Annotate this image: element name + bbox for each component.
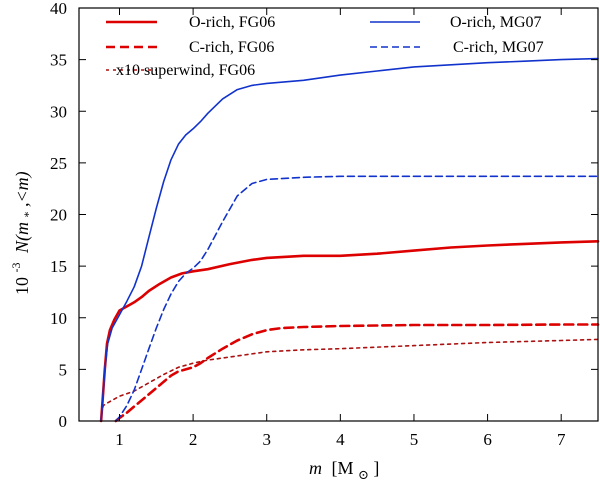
x-tick-label: 3 xyxy=(262,430,271,449)
legend-label-o-rich-mg07: O-rich, MG07 xyxy=(450,14,542,31)
axis-ticks xyxy=(79,7,598,422)
x-tick-label: 5 xyxy=(410,430,419,449)
y-tick-labels: 0 5 10 15 20 25 30 35 40 xyxy=(50,0,67,431)
x-tick-labels: 1 2 3 4 5 6 7 xyxy=(115,430,566,449)
x-tick-label: 1 xyxy=(115,430,124,449)
y-tick-label: 10 xyxy=(50,309,67,328)
legend-label-o-rich-fg06: O-rich, FG06 xyxy=(189,14,275,31)
legend-entry-c-rich-fg06: C-rich, FG06 xyxy=(106,39,274,56)
series-line-x10-superwind-fg06 xyxy=(100,338,599,422)
y-tick-label: 15 xyxy=(50,257,67,276)
legend-entry-o-rich-fg06: O-rich, FG06 xyxy=(106,14,275,31)
series-line-c-rich-fg06 xyxy=(114,323,600,423)
x-tick-label: 2 xyxy=(189,430,198,449)
y-axis-prefix: 10 xyxy=(12,277,32,295)
y-tick-label: 5 xyxy=(59,360,68,379)
y-tick-label: 25 xyxy=(50,154,67,173)
x-axis-label: m [M ⊙ ] xyxy=(309,458,379,483)
legend-label-superwind-fg06: x10 superwind, FG06 xyxy=(116,62,255,79)
y-axis-expr: N(m xyxy=(12,222,33,254)
legend: O-rich, FG06 C-rich, FG06 x10 superwind,… xyxy=(106,14,544,79)
x-tick-label: 6 xyxy=(483,430,492,449)
y-axis-label: 10 -3 N(m * ,<m) xyxy=(4,171,36,295)
x-axis-unit-open: [M xyxy=(332,458,354,478)
x-tick-label: 4 xyxy=(336,430,345,449)
y-tick-label: 40 xyxy=(50,0,67,18)
series-curves xyxy=(99,57,600,423)
series-line-o-rich-mg07 xyxy=(100,57,599,422)
series-line-c-rich-mg07 xyxy=(115,175,599,422)
y-tick-label: 30 xyxy=(50,102,67,121)
y-tick-label: 0 xyxy=(59,412,68,431)
x-axis-var: m xyxy=(309,458,322,478)
y-axis-sub: * xyxy=(21,212,35,218)
x-axis-unit-sub: ⊙ xyxy=(358,467,369,482)
x-axis-unit-close: ] xyxy=(373,458,379,478)
y-tick-label: 35 xyxy=(50,51,67,70)
series-line-o-rich-fg06 xyxy=(99,240,600,423)
legend-label-c-rich-mg07: C-rich, MG07 xyxy=(453,39,544,56)
y-axis-exp: -3 xyxy=(9,263,23,273)
x-tick-label: 7 xyxy=(557,430,566,449)
legend-entry-superwind-fg06: x10 superwind, FG06 xyxy=(106,62,255,79)
legend-entry-c-rich-mg07: C-rich, MG07 xyxy=(370,39,544,56)
y-tick-label: 20 xyxy=(50,206,67,225)
legend-entry-o-rich-mg07: O-rich, MG07 xyxy=(370,14,542,31)
y-axis-rest: ,<m) xyxy=(12,171,33,207)
legend-label-c-rich-fg06: C-rich, FG06 xyxy=(189,39,274,56)
